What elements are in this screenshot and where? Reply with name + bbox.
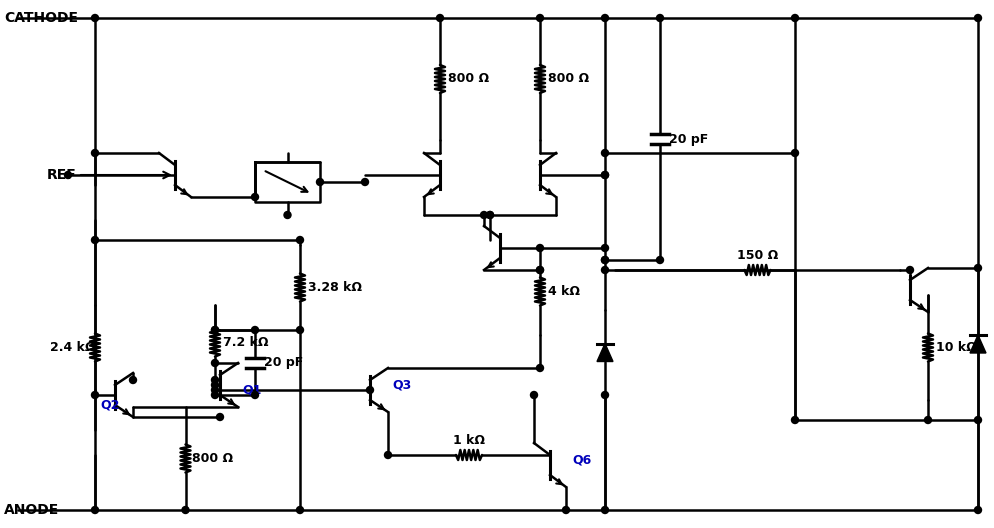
- Circle shape: [212, 386, 219, 393]
- Circle shape: [182, 506, 189, 514]
- Circle shape: [212, 382, 219, 389]
- Circle shape: [480, 212, 487, 219]
- Circle shape: [530, 391, 537, 399]
- Circle shape: [436, 14, 443, 22]
- Circle shape: [601, 172, 608, 178]
- Text: ANODE: ANODE: [4, 503, 60, 517]
- Circle shape: [790, 149, 798, 156]
- Circle shape: [486, 212, 493, 219]
- Circle shape: [656, 14, 663, 22]
- Circle shape: [212, 391, 219, 399]
- Circle shape: [790, 417, 798, 423]
- Text: 4 kΩ: 4 kΩ: [548, 285, 580, 298]
- Circle shape: [536, 267, 543, 274]
- Polygon shape: [596, 344, 612, 362]
- Circle shape: [923, 417, 930, 423]
- Circle shape: [973, 506, 980, 514]
- Circle shape: [601, 257, 608, 263]
- Circle shape: [212, 376, 219, 383]
- Circle shape: [536, 267, 543, 274]
- Circle shape: [601, 149, 608, 156]
- Circle shape: [601, 257, 608, 263]
- Circle shape: [65, 172, 72, 178]
- Circle shape: [536, 364, 543, 372]
- Circle shape: [361, 178, 368, 185]
- Text: Q2: Q2: [100, 399, 119, 411]
- Circle shape: [296, 326, 303, 334]
- Circle shape: [212, 326, 219, 334]
- Text: 20 pF: 20 pF: [668, 133, 708, 146]
- Circle shape: [601, 391, 608, 399]
- Text: 1 kΩ: 1 kΩ: [452, 434, 484, 447]
- Circle shape: [536, 244, 543, 251]
- Circle shape: [296, 506, 303, 514]
- Circle shape: [601, 244, 608, 251]
- Circle shape: [601, 506, 608, 514]
- Circle shape: [91, 149, 98, 156]
- Circle shape: [973, 417, 980, 423]
- Text: Q1: Q1: [242, 383, 261, 397]
- Circle shape: [656, 257, 663, 263]
- Circle shape: [283, 212, 290, 219]
- Text: 800 Ω: 800 Ω: [548, 72, 588, 86]
- Circle shape: [212, 326, 219, 334]
- Circle shape: [251, 193, 258, 201]
- Circle shape: [316, 178, 323, 185]
- Circle shape: [212, 360, 219, 366]
- Circle shape: [251, 391, 258, 399]
- Circle shape: [906, 267, 912, 274]
- Text: Q3: Q3: [392, 379, 411, 391]
- Circle shape: [536, 14, 543, 22]
- Text: 800 Ω: 800 Ω: [192, 452, 234, 465]
- Circle shape: [217, 413, 224, 420]
- Text: 800 Ω: 800 Ω: [447, 72, 489, 86]
- Text: 150 Ω: 150 Ω: [737, 249, 777, 262]
- Circle shape: [296, 237, 303, 243]
- Circle shape: [384, 451, 391, 458]
- Text: 7.2 kΩ: 7.2 kΩ: [223, 336, 268, 349]
- Text: REF: REF: [47, 168, 77, 182]
- Circle shape: [973, 14, 980, 22]
- Circle shape: [91, 237, 98, 243]
- Circle shape: [601, 267, 608, 274]
- Circle shape: [973, 265, 980, 271]
- Circle shape: [129, 376, 136, 383]
- Text: 10 kΩ: 10 kΩ: [935, 341, 976, 354]
- Circle shape: [366, 386, 373, 393]
- Circle shape: [601, 172, 608, 178]
- Text: Q6: Q6: [572, 454, 590, 467]
- Text: 3.28 kΩ: 3.28 kΩ: [308, 281, 362, 294]
- Polygon shape: [969, 335, 985, 353]
- Circle shape: [251, 326, 258, 334]
- Circle shape: [562, 506, 569, 514]
- Text: 20 pF: 20 pF: [263, 356, 303, 369]
- Circle shape: [91, 391, 98, 399]
- Circle shape: [91, 506, 98, 514]
- Circle shape: [601, 14, 608, 22]
- Circle shape: [486, 212, 493, 219]
- Circle shape: [91, 14, 98, 22]
- Text: 2.4 kΩ: 2.4 kΩ: [50, 341, 95, 354]
- Circle shape: [790, 14, 798, 22]
- Text: CATHODE: CATHODE: [4, 11, 78, 25]
